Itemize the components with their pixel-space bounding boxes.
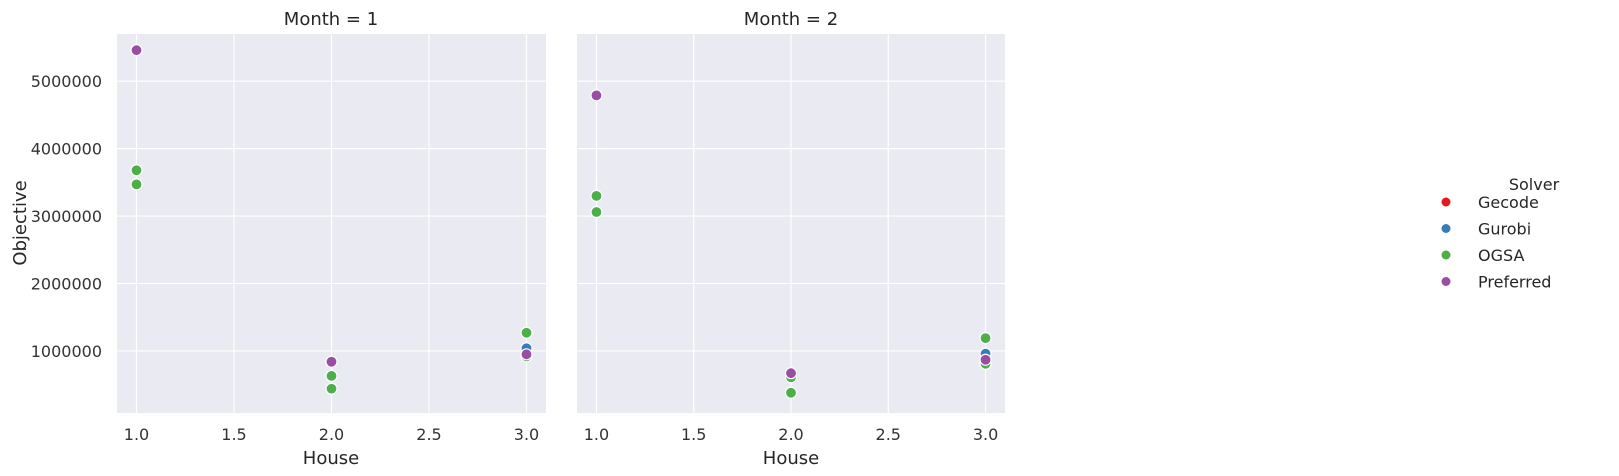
- x-axis-label-month-2: House: [763, 448, 819, 469]
- point-preferred: [590, 89, 603, 102]
- panel-title-month-2: Month = 2: [744, 9, 838, 30]
- y-axis-label: Objective: [10, 180, 31, 265]
- point-ogsa: [590, 205, 603, 219]
- x-ticks-month-2: 1.0 1.5 2.0 2.5 3.0: [584, 425, 999, 444]
- point-ogsa: [979, 332, 992, 345]
- points-month-2: [590, 89, 992, 399]
- x-tick-label: 2.5: [416, 425, 441, 444]
- point-preferred: [979, 353, 992, 366]
- x-tick-label: 1.5: [681, 425, 706, 444]
- legend-label-ogsa: OGSA: [1478, 246, 1524, 265]
- x-ticks-month-1: 1.0 1.5 2.0 2.5 3.0: [124, 425, 539, 444]
- legend-marker-preferred: [1441, 277, 1451, 286]
- y-tick-label: 5000000: [31, 72, 102, 91]
- x-tick-label: 1.0: [124, 425, 149, 444]
- x-tick-label: 2.0: [778, 425, 803, 444]
- legend-label-gecode: Gecode: [1478, 193, 1539, 212]
- point-preferred: [520, 348, 533, 361]
- y-tick-label: 3000000: [31, 207, 102, 226]
- y-ticks-month-1: 1000000 2000000 3000000 4000000 5000000: [31, 72, 102, 361]
- y-tick-label: 1000000: [31, 342, 102, 361]
- legend-marker-ogsa: [1441, 250, 1451, 260]
- y-tick-label: 2000000: [31, 275, 102, 294]
- y-tick-label: 4000000: [31, 140, 102, 159]
- legend-title: Solver: [1509, 175, 1560, 194]
- panel-month-2: Month = 2 1.0 1.5 2.0 2.5 3.0 House: [577, 9, 1005, 469]
- point-ogsa: [520, 326, 533, 339]
- legend-label-preferred: Preferred: [1478, 273, 1551, 292]
- point-ogsa: [130, 164, 143, 177]
- x-tick-label: 2.5: [876, 425, 901, 444]
- point-preferred: [325, 355, 338, 368]
- point-ogsa: [590, 189, 603, 202]
- legend: Solver Gecode Gurobi OGSA Preferred: [1441, 175, 1560, 292]
- point-ogsa: [784, 386, 798, 399]
- x-tick-label: 3.0: [973, 425, 998, 444]
- legend-marker-gecode: [1441, 197, 1451, 207]
- x-tick-label: 1.5: [221, 425, 246, 444]
- panel-title-month-1: Month = 1: [284, 9, 378, 30]
- x-tick-label: 1.0: [584, 425, 609, 444]
- point-preferred: [130, 44, 143, 57]
- points-month-1: [130, 44, 533, 395]
- legend-label-gurobi: Gurobi: [1478, 220, 1531, 239]
- point-ogsa: [325, 382, 338, 395]
- x-tick-label: 3.0: [514, 425, 539, 444]
- point-ogsa: [130, 178, 143, 191]
- point-preferred: [784, 367, 798, 380]
- legend-marker-gurobi: [1441, 224, 1451, 233]
- x-tick-label: 2.0: [319, 425, 344, 444]
- point-ogsa: [325, 369, 338, 383]
- grid-month-2: [577, 34, 1005, 413]
- grid-month-1: [117, 34, 546, 413]
- panel-month-1: Month = 1 1.0 1.5 2.0 2.5 3.0 1000000 2000000…: [31, 9, 546, 469]
- x-axis-label-month-1: House: [303, 448, 359, 469]
